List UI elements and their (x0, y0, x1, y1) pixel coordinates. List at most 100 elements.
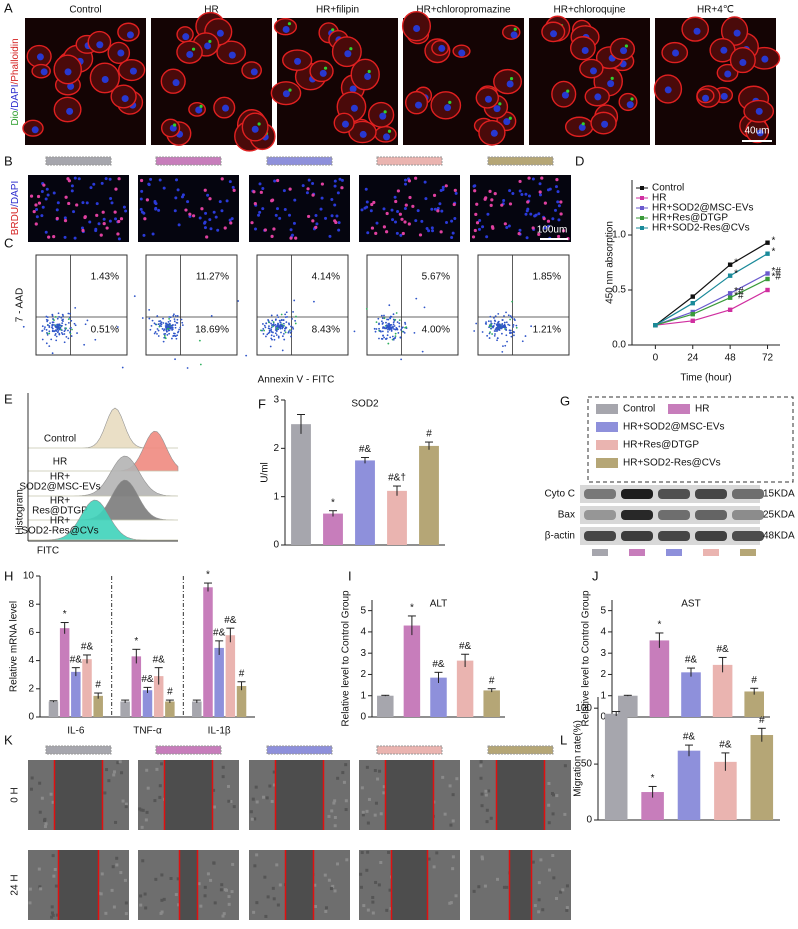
nucleus (81, 201, 85, 205)
brdu-nucleus (200, 207, 204, 211)
texture (362, 904, 366, 908)
texture (43, 825, 47, 829)
nucleus (261, 186, 265, 190)
nucleus (92, 182, 96, 186)
nucleus (73, 236, 77, 240)
nucleus (414, 219, 418, 223)
texture (324, 906, 328, 910)
event-dot (163, 333, 166, 335)
legend-label: HR+Res@DTGP (652, 213, 728, 224)
x-tick-label: TNF-α (133, 726, 162, 737)
event-dot (385, 321, 387, 324)
nucleus (186, 200, 190, 204)
texture (366, 908, 370, 912)
brdu-nucleus (473, 189, 477, 193)
blot-band (695, 531, 727, 541)
event-dot (169, 316, 172, 319)
brdu-nucleus (444, 184, 448, 188)
event-dot (398, 325, 401, 328)
texture (365, 765, 369, 769)
nucleus (282, 90, 290, 98)
nucleus (403, 206, 407, 210)
texture (112, 905, 116, 909)
texture (377, 883, 381, 887)
event-dot (168, 317, 171, 320)
event-dot (245, 354, 248, 357)
blot-band (732, 489, 764, 499)
significance-label: # (759, 715, 765, 726)
event-dot (154, 323, 157, 326)
event-dot (390, 326, 393, 329)
nucleus (314, 214, 318, 218)
legend-swatch (596, 440, 618, 450)
event-dot (378, 322, 380, 325)
texture (139, 903, 143, 907)
event-dot (374, 330, 377, 333)
event-dot (505, 321, 508, 324)
event-dot (150, 325, 153, 327)
bar (355, 460, 375, 545)
event-dot (162, 317, 164, 320)
panel-letter: F (258, 396, 266, 411)
brdu-nucleus (500, 203, 504, 207)
texture (441, 775, 445, 779)
nucleus (589, 67, 597, 75)
brdu-nucleus (474, 212, 478, 216)
nucleus (761, 55, 769, 63)
event-dot (277, 322, 279, 325)
texture (100, 872, 104, 876)
bar (192, 701, 202, 717)
event-dot (276, 314, 279, 317)
event-dot (267, 320, 270, 322)
event-dot (284, 316, 287, 319)
texture (374, 801, 378, 805)
texture (37, 867, 41, 871)
nucleus (557, 204, 561, 208)
nucleus (330, 214, 334, 218)
row-label: 24 H (10, 874, 21, 895)
blot-band (658, 510, 690, 520)
texture (373, 769, 377, 773)
event-dot (277, 335, 280, 338)
event-dot (157, 323, 160, 326)
nucleus (524, 212, 528, 216)
nucleus (724, 70, 732, 78)
event-dot (505, 326, 507, 329)
event-dot (63, 341, 66, 344)
brdu-nucleus (145, 198, 149, 202)
y-tick-label: 50 (581, 759, 593, 770)
event-dot (76, 332, 78, 334)
nucleus (436, 206, 440, 210)
nucleus (391, 218, 395, 222)
texture (38, 810, 42, 814)
significance-label: * (134, 636, 138, 647)
nucleus (518, 189, 522, 193)
texture (39, 887, 43, 891)
panel-letter: I (348, 568, 352, 583)
event-dot (385, 338, 388, 340)
event-dot (486, 334, 489, 337)
event-dot (280, 313, 283, 316)
event-dot (294, 319, 297, 322)
event-dot (392, 325, 394, 328)
nucleus (114, 217, 118, 221)
brdu-nucleus (34, 203, 38, 207)
significance-label: #& (685, 655, 698, 666)
event-dot (394, 318, 397, 321)
texture (551, 854, 555, 858)
event-dot (133, 295, 136, 298)
event-dot (282, 319, 285, 321)
y-tick-label: 3 (600, 648, 606, 659)
nucleus (147, 182, 151, 186)
brdu-nucleus (105, 226, 109, 230)
texture (366, 821, 370, 825)
group-swatch (487, 156, 554, 166)
brdu-nucleus (276, 178, 280, 183)
texture (537, 898, 541, 902)
texture (332, 801, 336, 805)
event-dot (162, 340, 165, 343)
track-label: HR+ (50, 496, 70, 507)
nucleus (162, 186, 166, 190)
bar (403, 625, 421, 717)
significance-label: # (751, 675, 757, 686)
